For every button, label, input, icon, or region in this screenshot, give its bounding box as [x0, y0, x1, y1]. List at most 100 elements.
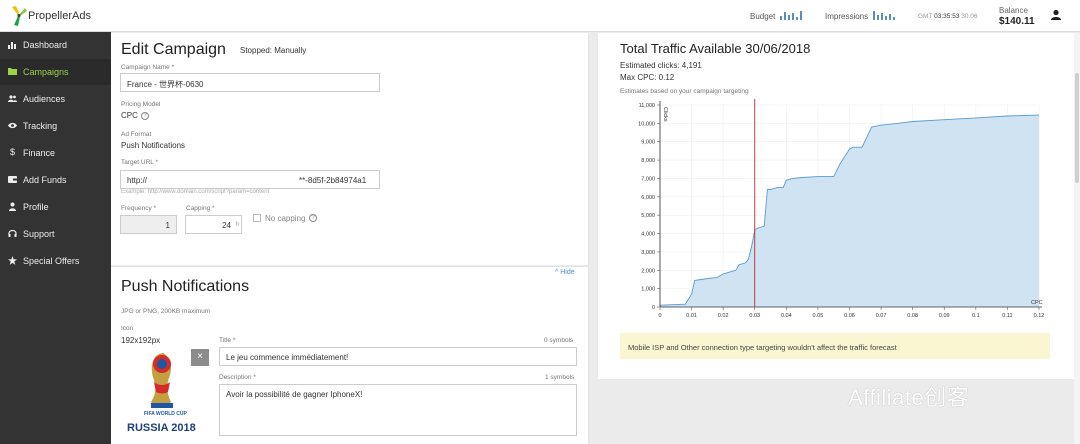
watermark: Affiliate创客 — [848, 385, 970, 410]
x-axis-label: CPC — [1031, 300, 1043, 306]
propeller-logo-icon — [12, 6, 27, 26]
sidebar-item-campaigns[interactable]: Campaigns — [0, 59, 111, 85]
icon-label: Icon — [121, 325, 134, 332]
page-scrollbar[interactable] — [1074, 33, 1080, 444]
y-tick-label: 8,000 — [641, 158, 655, 164]
traffic-chart: 0 1,000 2,000 3,000 4,000 5,000 6,000 7,000 8,00… — [638, 99, 1045, 319]
description-label: Description * — [219, 374, 256, 381]
capping-input[interactable]: 24 h — [185, 215, 242, 234]
balance-value: $140.11 — [999, 16, 1035, 27]
folder-icon — [8, 68, 17, 75]
pricing-help-icon[interactable]: ? — [141, 112, 149, 120]
traffic-title: Total Traffic Available 30/06/2018 — [620, 41, 811, 56]
wallet-icon — [8, 176, 17, 183]
x-tick-label: 0.08 — [907, 313, 918, 319]
description-textarea[interactable]: Avoir la possibilité de gagner IphoneX! — [219, 384, 577, 436]
x-tick-label: 0.1 — [972, 313, 980, 319]
title-char-count: 0 symbols — [544, 337, 574, 344]
capping-label: Capping * — [186, 205, 215, 212]
people-icon — [8, 95, 17, 102]
x-tick-label: 0 — [658, 313, 661, 319]
x-tick-label: 0.09 — [939, 313, 950, 319]
sidebar-item-special-offers[interactable]: Special Offers — [0, 248, 111, 274]
max-cpc: Max CPC: 0.12 — [620, 73, 675, 82]
propellerads-logo[interactable]: PropellerAds — [10, 5, 120, 27]
no-capping-checkbox[interactable] — [253, 214, 261, 222]
push-section-title: Push Notifications — [121, 278, 250, 295]
page-title: Edit Campaign — [121, 41, 226, 58]
icon-text-bottom: RUSSIA 2018 — [127, 422, 196, 434]
user-icon[interactable] — [1050, 9, 1062, 21]
sidebar-item-audiences[interactable]: Audiences — [0, 86, 111, 112]
connection-notice: Mobile ISP and Other connection type tar… — [620, 333, 1050, 359]
frequency-label: Frequency * — [121, 205, 157, 212]
headset-icon — [8, 229, 17, 237]
ad-format-value: Push Notifications — [121, 141, 186, 150]
budget-label: Budget — [750, 12, 776, 21]
impressions-label: Impressions — [825, 12, 869, 21]
x-tick-label: 0.05 — [813, 313, 824, 319]
server-time: GMT 03:35:53 30.06 — [918, 13, 978, 20]
frequency-input[interactable]: 1 — [120, 215, 177, 234]
no-capping-help-icon[interactable]: ? — [309, 214, 317, 222]
world-cup-logo-icon — [151, 353, 173, 408]
star-icon — [8, 256, 17, 265]
no-capping-label: No capping — [265, 214, 306, 223]
campaign-name-input[interactable]: France - 世界杯-0630 — [120, 73, 380, 92]
y-tick-label: 5,000 — [641, 213, 655, 219]
brand-name: PropellerAds — [28, 10, 91, 22]
description-char-count: 1 symbols — [545, 374, 575, 381]
sidebar-item-finance[interactable]: $ Finance — [10, 147, 56, 158]
pricing-model-label: Pricing Model — [121, 101, 161, 108]
x-tick-label: 0.03 — [749, 313, 760, 319]
dollar-icon: $ — [10, 147, 16, 157]
traffic-line — [659, 114, 1040, 306]
x-tick-label: 0.04 — [781, 313, 792, 319]
x-tick-label: 0.11 — [1002, 313, 1012, 319]
x-tick-label: 0.07 — [876, 313, 887, 319]
estimates-note: Estimates based on your campaign targeti… — [620, 88, 749, 95]
y-tick-label: 9,000 — [641, 140, 655, 146]
pricing-model-value: CPC — [121, 111, 138, 120]
y-tick-label: 10,000 — [638, 121, 655, 127]
y-tick-label: 7,000 — [641, 176, 655, 182]
sidebar-item-dashboard[interactable]: Dashboard — [0, 32, 111, 58]
balance-label: Balance — [999, 6, 1028, 15]
hide-toggle[interactable]: ^ Hide — [555, 269, 575, 276]
y-tick-label: 6,000 — [641, 195, 655, 201]
y-axis-label: Clicks — [662, 107, 668, 122]
ad-format-label: Ad Format — [121, 131, 152, 138]
x-tick-label: 0.06 — [844, 313, 855, 319]
remove-icon-button[interactable]: × — [191, 349, 209, 366]
y-tick-label: 3,000 — [641, 250, 655, 256]
x-tick-label: 0.02 — [718, 313, 729, 319]
icon-size-label: 192x192px — [121, 336, 161, 345]
campaign-status: Stopped: Manually — [240, 46, 307, 55]
y-tick-label: 0 — [652, 305, 655, 311]
person-icon — [9, 202, 16, 211]
traffic-panel: Total Traffic Available 30/06/2018 Estim… — [598, 33, 1074, 379]
top-bar: PropellerAds Budget Impressions GMT 03:3… — [0, 0, 1080, 32]
sidebar-item-support[interactable]: Support — [0, 221, 111, 247]
target-url-hint: Example: http://www.domain.com/script?pa… — [121, 189, 270, 195]
icon-text-top: FIFA WORLD CUP — [144, 411, 187, 417]
bar-chart-icon — [8, 42, 16, 49]
target-url-label: Target URL * — [121, 159, 158, 166]
y-tick-label: 2,000 — [641, 268, 655, 274]
sidebar-item-add-funds[interactable]: Add Funds — [0, 167, 111, 193]
y-tick-label: 4,000 — [641, 232, 655, 238]
image-format-hint: JPG or PNG, 200KB maximum — [121, 308, 211, 315]
sidebar-item-tracking[interactable]: Tracking — [0, 113, 111, 139]
estimated-clicks: Estimated clicks: 4,191 — [620, 61, 702, 70]
y-tick-label: 1,000 — [641, 287, 655, 293]
target-url-input[interactable]: http:// **-8d5f-2b84974a1 — [120, 170, 380, 189]
sidebar-item-profile[interactable]: Profile — [0, 194, 111, 220]
sidebar: Dashboard Campaigns Audiences Tracking $… — [0, 32, 111, 444]
x-tick-label: 0.12 — [1034, 313, 1045, 319]
campaign-name-label: Campaign Name * — [121, 64, 175, 71]
eye-icon — [8, 122, 17, 129]
impressions-sparkline — [873, 9, 899, 20]
title-label: Title * — [219, 337, 236, 344]
title-input[interactable]: Le jeu commence immédiatement! — [219, 347, 577, 366]
x-tick-label: 0.01 — [686, 313, 697, 319]
